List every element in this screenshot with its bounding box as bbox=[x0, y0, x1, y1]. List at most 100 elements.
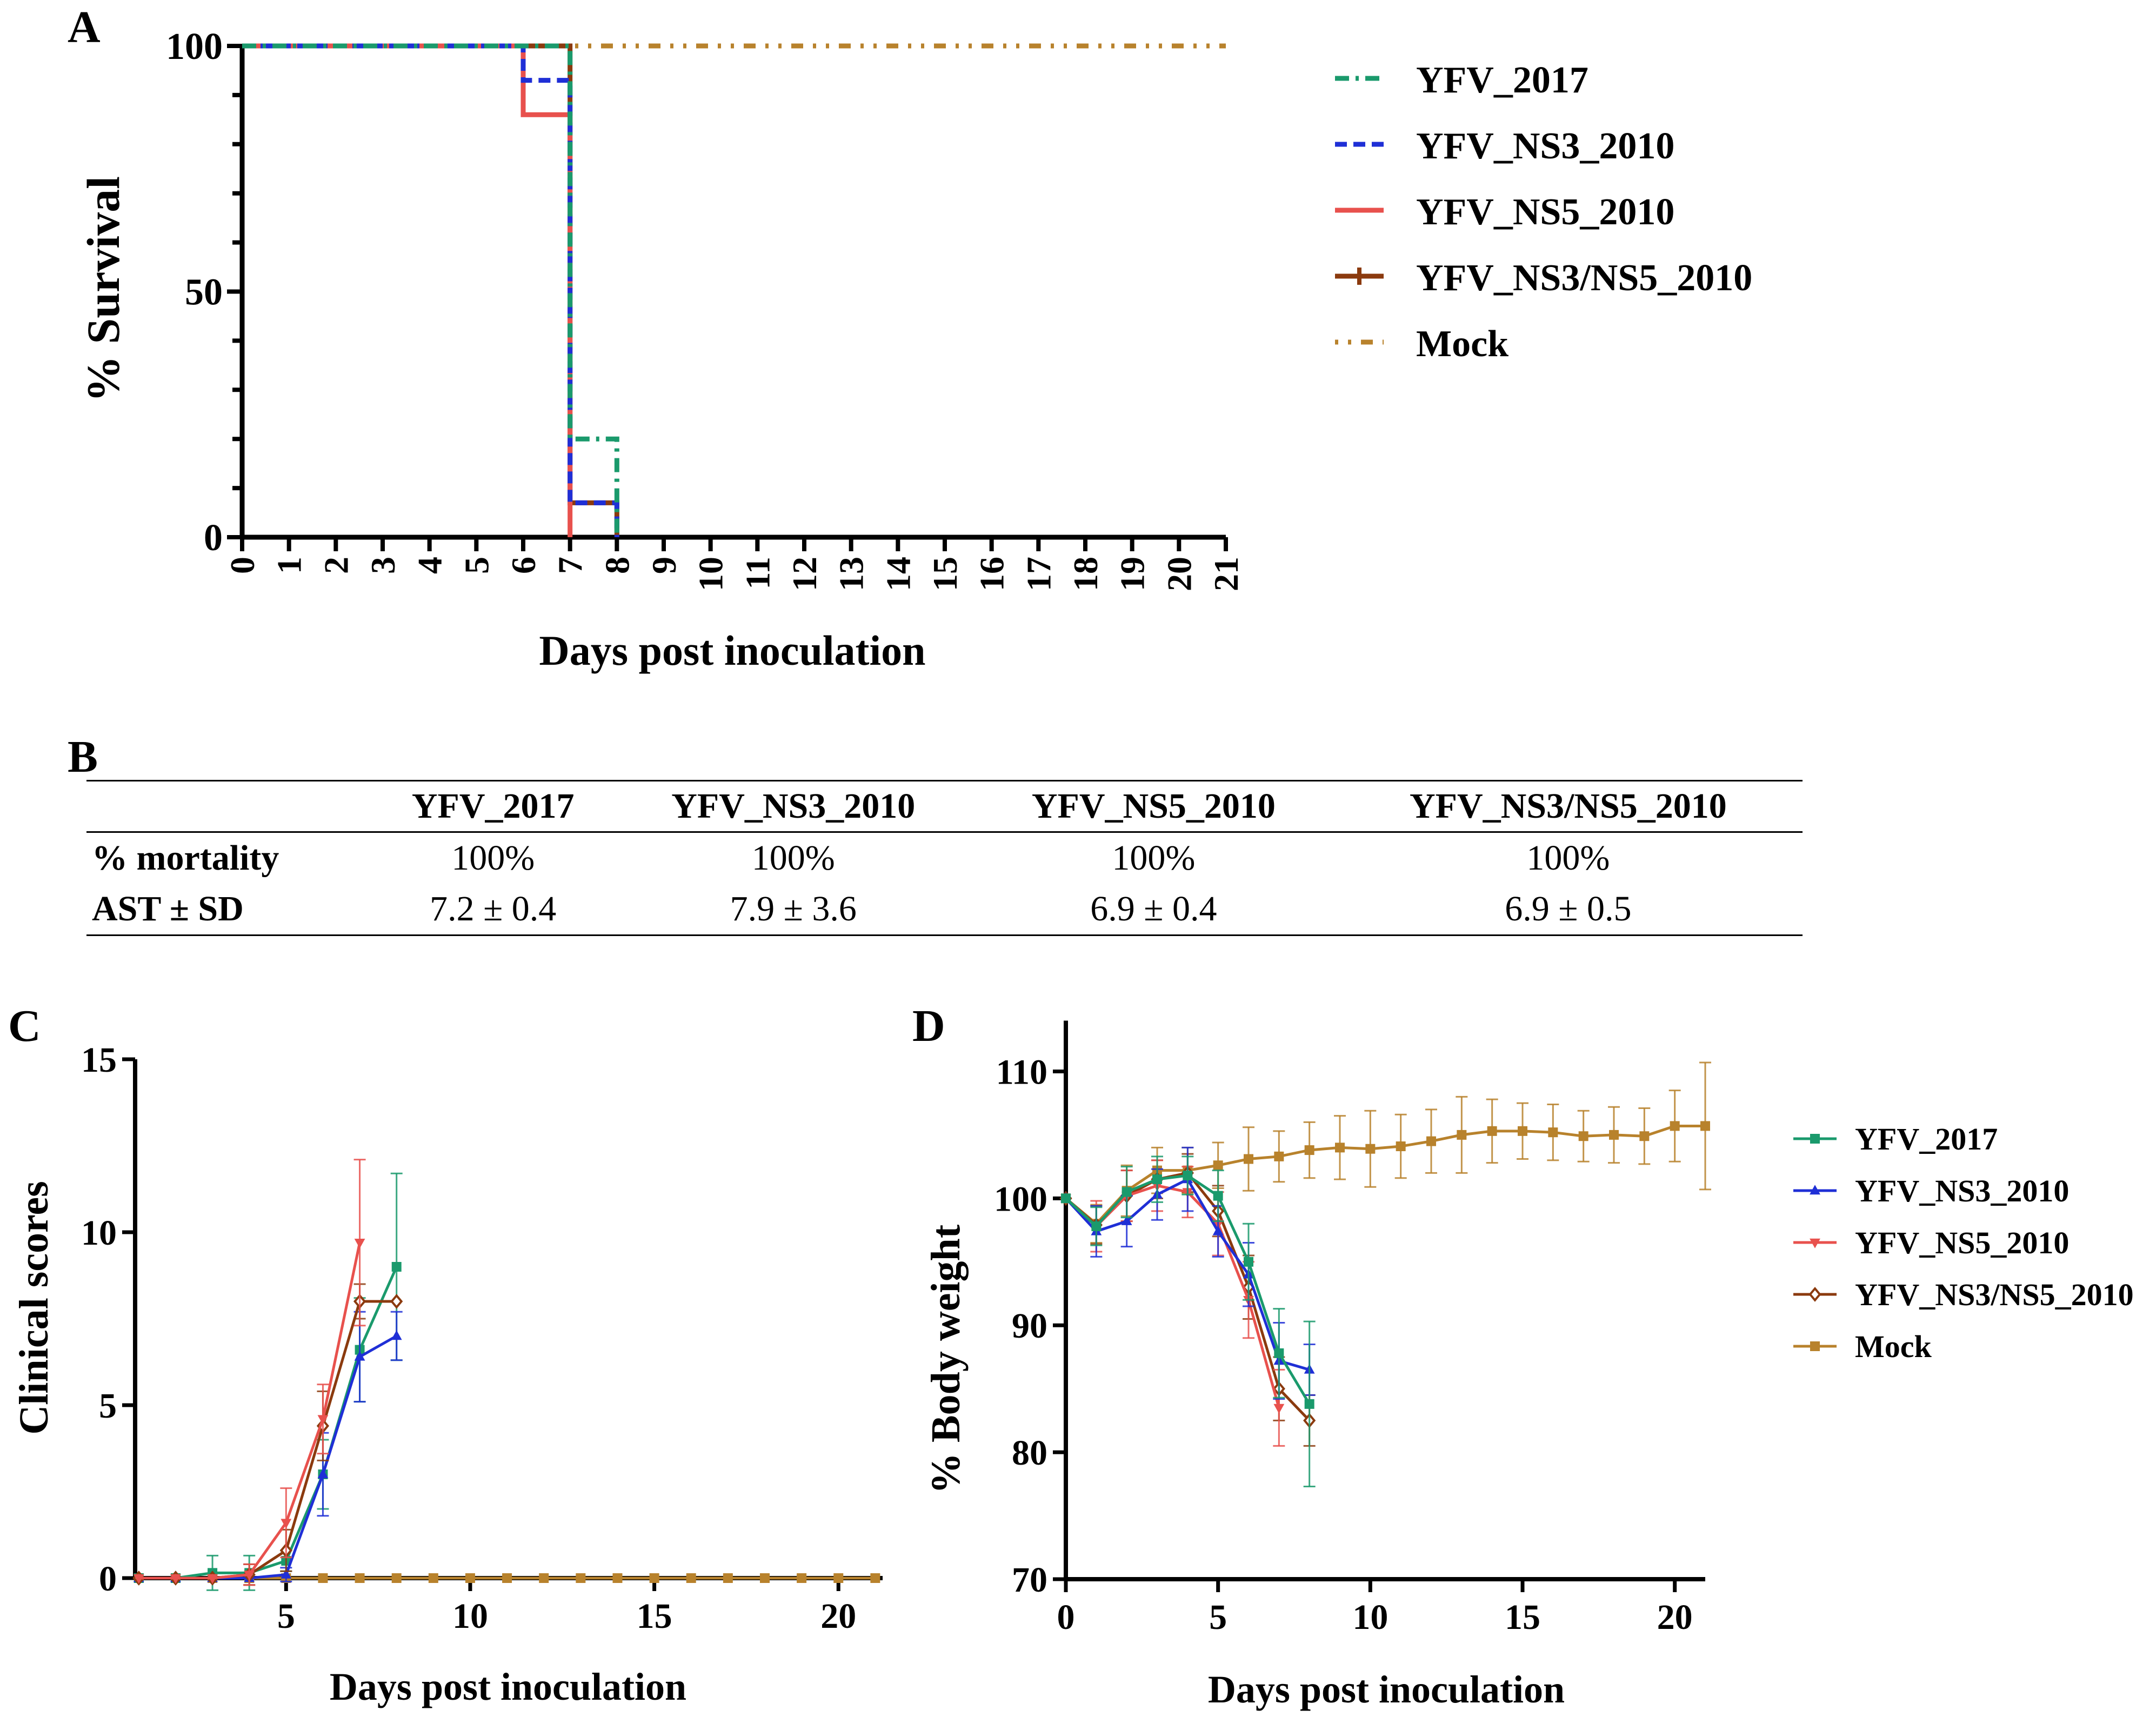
x-tick-label: 5 bbox=[457, 557, 496, 574]
body-weight-chart: 70 80 90 100 110 0 5 10 15 20 bbox=[994, 1020, 1711, 1637]
x-tick-label: 0 bbox=[223, 557, 262, 574]
y-tick-label: 100 bbox=[994, 1179, 1047, 1219]
data-point bbox=[612, 1573, 623, 1583]
y-tick-label: 50 bbox=[185, 272, 223, 313]
data-point bbox=[502, 1573, 512, 1583]
data-point bbox=[317, 1468, 329, 1479]
y-tick-label: 5 bbox=[99, 1386, 117, 1426]
clinical-x-axis-title: Days post inoculation bbox=[330, 1665, 686, 1708]
x-tick-label: 5 bbox=[1209, 1598, 1227, 1637]
data-point bbox=[317, 1415, 329, 1425]
data-point bbox=[1426, 1136, 1436, 1146]
x-tick-label: 17 bbox=[1019, 557, 1058, 591]
y-tick-label: 90 bbox=[1012, 1306, 1047, 1346]
data-point bbox=[244, 1571, 255, 1581]
x-tick-label: 10 bbox=[452, 1596, 488, 1636]
data-point bbox=[1487, 1126, 1497, 1136]
mortality-table: YFV_2017 YFV_NS3_2010 YFV_NS5_2010 YFV_N… bbox=[86, 780, 1803, 936]
x-tick-label: 0 bbox=[1057, 1598, 1075, 1637]
data-point bbox=[354, 1239, 365, 1248]
y-tick-label: 80 bbox=[1012, 1433, 1047, 1473]
table-cell: 6.9 ± 0.4 bbox=[973, 884, 1334, 936]
x-tick-label: 10 bbox=[692, 557, 730, 591]
x-tick-label: 4 bbox=[411, 557, 449, 574]
data-point bbox=[1304, 1145, 1314, 1155]
data-point bbox=[649, 1573, 659, 1583]
data-point bbox=[1152, 1174, 1162, 1185]
x-tick-label: 21 bbox=[1207, 557, 1245, 591]
data-point bbox=[390, 1294, 403, 1309]
x-tick-label: 18 bbox=[1066, 557, 1105, 591]
survival-legend: YFV_2017 YFV_NS3_2010 YFV_NS5_2010 YFV_NS3/… bbox=[1335, 59, 1752, 365]
data-point bbox=[1457, 1130, 1467, 1140]
legend-label: YFV_NS3_2010 bbox=[1416, 125, 1674, 167]
row-label-mortality: % mortality bbox=[92, 838, 279, 878]
data-point bbox=[1335, 1143, 1345, 1153]
series-line bbox=[138, 1266, 398, 1580]
table-header-ns3: YFV_NS3_2010 bbox=[613, 780, 974, 833]
data-point bbox=[1700, 1121, 1710, 1131]
table-header-row: YFV_2017 YFV_NS3_2010 YFV_NS5_2010 YFV_N… bbox=[86, 780, 1803, 833]
data-point bbox=[1274, 1348, 1284, 1358]
clinical-series-0 bbox=[134, 1172, 403, 1591]
x-tick-label: 10 bbox=[1352, 1598, 1388, 1637]
series-line bbox=[138, 1334, 397, 1580]
legend-label: Mock bbox=[1855, 1329, 1932, 1364]
legend-label: YFV_2017 bbox=[1855, 1121, 1998, 1157]
data-point bbox=[797, 1573, 807, 1583]
clinical-series-2 bbox=[133, 1159, 366, 1586]
legend-label: YFV_NS3/NS5_2010 bbox=[1855, 1277, 2134, 1312]
data-point bbox=[465, 1573, 475, 1583]
data-point bbox=[686, 1573, 696, 1583]
weight-y-axis-title: % Body weight bbox=[923, 1225, 969, 1494]
x-tick-label: 15 bbox=[926, 557, 964, 591]
table-cell: 100% bbox=[451, 838, 535, 878]
data-point bbox=[281, 1519, 292, 1529]
legend-label: YFV_NS5_2010 bbox=[1416, 191, 1674, 233]
weight-series-0 bbox=[1061, 1155, 1316, 1488]
data-point bbox=[391, 1262, 402, 1272]
x-tick-label: 9 bbox=[645, 557, 683, 574]
x-tick-label: 2 bbox=[317, 557, 355, 574]
data-point bbox=[1244, 1257, 1253, 1267]
weight-series-2 bbox=[1060, 1159, 1285, 1447]
data-point bbox=[428, 1573, 438, 1583]
data-point bbox=[1518, 1126, 1527, 1136]
data-point bbox=[1273, 1404, 1285, 1414]
y-tick-label: 15 bbox=[81, 1040, 117, 1080]
x-tick-label: 13 bbox=[832, 557, 871, 591]
legend-marker bbox=[1810, 1134, 1820, 1144]
data-point bbox=[318, 1573, 328, 1583]
x-tick-label: 1 bbox=[270, 557, 309, 574]
data-point bbox=[1061, 1193, 1071, 1204]
data-point bbox=[833, 1573, 844, 1583]
panel-label-b: B bbox=[68, 732, 98, 782]
y-tick-label: 10 bbox=[81, 1213, 117, 1253]
legend-label: Mock bbox=[1416, 323, 1508, 365]
data-point bbox=[870, 1573, 880, 1583]
table-cell: 100% bbox=[1112, 838, 1196, 878]
clinical-score-chart: 0 5 10 15 5 10 15 20 bbox=[81, 1040, 883, 1636]
survival-line-3 bbox=[242, 43, 619, 537]
weight-series-4 bbox=[1061, 1061, 1711, 1244]
data-point bbox=[1670, 1121, 1680, 1131]
legend-label: YFV_NS3_2010 bbox=[1855, 1173, 2069, 1208]
x-tick-label: 16 bbox=[973, 557, 1011, 591]
data-point bbox=[170, 1574, 181, 1584]
survival-line-2 bbox=[242, 43, 573, 537]
data-point bbox=[1183, 1171, 1193, 1181]
data-point bbox=[1213, 1160, 1223, 1171]
table-cell: 7.9 ± 3.6 bbox=[613, 884, 974, 936]
table-header-yfv2017: YFV_2017 bbox=[373, 780, 613, 833]
x-tick-label: 6 bbox=[504, 557, 543, 574]
table-cell: 100% bbox=[1526, 838, 1610, 878]
table-cell: 6.9 ± 0.5 bbox=[1333, 884, 1803, 936]
data-point bbox=[723, 1573, 733, 1583]
x-tick-label: 15 bbox=[637, 1596, 672, 1636]
legend-marker bbox=[1810, 1185, 1820, 1195]
weight-x-axis-title: Days post inoculation bbox=[1208, 1668, 1565, 1711]
data-point bbox=[1609, 1130, 1619, 1140]
data-point bbox=[539, 1573, 549, 1583]
